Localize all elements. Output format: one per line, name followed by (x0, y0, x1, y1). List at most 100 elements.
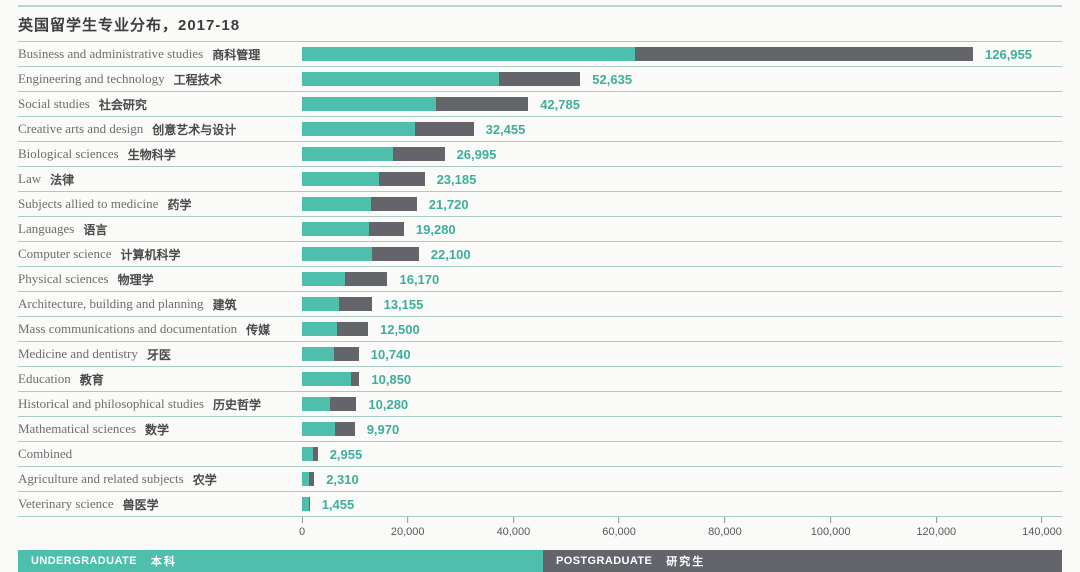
stacked-bar (302, 322, 368, 336)
category-label-zh: 法律 (50, 172, 75, 187)
chart-row: Medicine and dentistry 牙医 10,740 (18, 342, 1062, 367)
category-label-zh: 生物科学 (127, 147, 176, 162)
tick-label: 100,000 (810, 526, 851, 538)
bar-rows-container: Business and administrative studies 商科管理… (18, 41, 1062, 517)
undergraduate-segment (302, 497, 309, 511)
category-label-en: Subjects allied to medicine (18, 196, 159, 211)
stacked-bar (302, 172, 425, 186)
tick-mark (830, 517, 832, 523)
postgraduate-segment (337, 322, 368, 336)
total-value-label: 52,635 (592, 71, 633, 87)
bar-track: 13,155 (302, 297, 1062, 312)
chart-row: Mathematical sciences 数学 9,970 (18, 417, 1062, 442)
x-axis-tick: 60,000 (602, 517, 636, 538)
undergraduate-segment (302, 472, 309, 486)
chart-row: Law 法律 23,185 (18, 167, 1062, 192)
stacked-bar (302, 197, 417, 211)
bar-track: 9,970 (302, 422, 1062, 437)
category-label-en: Creative arts and design (18, 121, 144, 136)
chart-row: Physical sciences 物理学 16,170 (18, 267, 1062, 292)
stacked-bar (302, 372, 360, 386)
bar-track: 1,455 (302, 496, 1062, 512)
category-label: Languages 语言 (18, 221, 302, 238)
category-label-en: Education (18, 371, 71, 386)
postgraduate-segment (393, 147, 445, 161)
tick-mark (407, 517, 409, 523)
category-label-en: Languages (18, 221, 75, 236)
tick-label: 80,000 (708, 526, 742, 538)
undergraduate-segment (302, 72, 500, 86)
category-label-en: Biological sciences (18, 146, 119, 161)
legend-undergraduate-zh: 本科 (150, 556, 177, 568)
chart-row: Creative arts and design 创意艺术与设计 32,455 (18, 117, 1062, 142)
undergraduate-segment (302, 322, 338, 336)
total-value-label: 23,185 (436, 171, 477, 187)
chart-row: Education 教育 10,850 (18, 367, 1062, 392)
stacked-bar (302, 422, 355, 436)
tick-mark (935, 517, 937, 523)
category-label-en: Agriculture and related subjects (18, 471, 184, 486)
category-label: Social studies 社会研究 (18, 96, 302, 113)
stacked-bar (302, 297, 372, 311)
stacked-bar (302, 347, 359, 361)
tick-mark (512, 517, 514, 523)
postgraduate-segment (308, 472, 315, 486)
undergraduate-segment (302, 197, 371, 211)
bar-track: 10,280 (302, 396, 1062, 412)
category-label-en: Business and administrative studies (18, 46, 204, 61)
category-label-zh: 语言 (83, 222, 108, 237)
bar-track: 126,955 (302, 46, 1062, 62)
bar-track: 16,170 (302, 271, 1062, 287)
total-value-label: 1,455 (321, 496, 355, 512)
postgraduate-segment (371, 247, 419, 261)
category-label: Mass communications and documentation 传媒 (18, 321, 302, 338)
tick-mark (724, 517, 726, 523)
chart-title: 英国留学生专业分布，2017-18 (18, 17, 241, 34)
category-label: Creative arts and design 创意艺术与设计 (18, 121, 302, 138)
category-label-en: Engineering and technology (18, 71, 165, 86)
postgraduate-segment (308, 497, 310, 511)
x-axis-tick: 100,000 (810, 517, 851, 538)
legend-undergraduate-label: UNDERGRADUATE (31, 555, 137, 567)
total-value-label: 126,955 (985, 46, 1032, 62)
category-label: Education 教育 (18, 371, 302, 388)
total-value-label: 16,170 (399, 271, 440, 287)
stacked-bar (302, 72, 581, 86)
undergraduate-segment (302, 272, 345, 286)
category-label: Medicine and dentistry 牙医 (18, 346, 302, 363)
postgraduate-segment (335, 422, 355, 436)
postgraduate-segment (379, 172, 425, 186)
bar-track: 26,995 (302, 147, 1062, 162)
legend-postgraduate-zh: 研究生 (666, 556, 706, 568)
undergraduate-segment (302, 397, 330, 411)
category-label: Computer science 计算机科学 (18, 246, 302, 263)
category-label: Business and administrative studies 商科管理 (18, 46, 302, 63)
total-value-label: 21,720 (428, 196, 469, 212)
tick-label: 0 (298, 526, 306, 538)
bar-track: 2,310 (302, 472, 1062, 487)
undergraduate-segment (302, 347, 334, 361)
category-label-en: Law (18, 171, 42, 186)
undergraduate-segment (302, 372, 351, 386)
tick-label: 20,000 (390, 526, 425, 538)
category-label-en: Veterinary science (18, 496, 114, 511)
chart-row: Architecture, building and planning 建筑 1… (18, 292, 1062, 317)
chart-row: Biological sciences 生物科学 26,995 (18, 142, 1062, 167)
x-axis-tick: 0 (299, 517, 305, 538)
total-value-label: 10,280 (368, 396, 409, 412)
undergraduate-segment (302, 297, 339, 311)
legend-postgraduate: POSTGRADUATE 研究生 (543, 550, 1062, 572)
undergraduate-segment (302, 172, 380, 186)
total-value-label: 10,850 (371, 371, 412, 387)
stacked-bar (302, 47, 973, 61)
category-label: Engineering and technology 工程技术 (18, 71, 302, 88)
bar-track: 23,185 (302, 171, 1062, 187)
category-label-en: Mathematical sciences (18, 421, 137, 436)
bar-track: 52,635 (302, 71, 1062, 87)
tick-label: 120,000 (916, 526, 957, 538)
category-label: Subjects allied to medicine 药学 (18, 196, 302, 213)
undergraduate-segment (302, 47, 635, 61)
category-label-en: Medicine and dentistry (18, 346, 138, 361)
chart-row: Subjects allied to medicine 药学 21,720 (18, 192, 1062, 217)
bar-track: 32,455 (302, 122, 1062, 137)
